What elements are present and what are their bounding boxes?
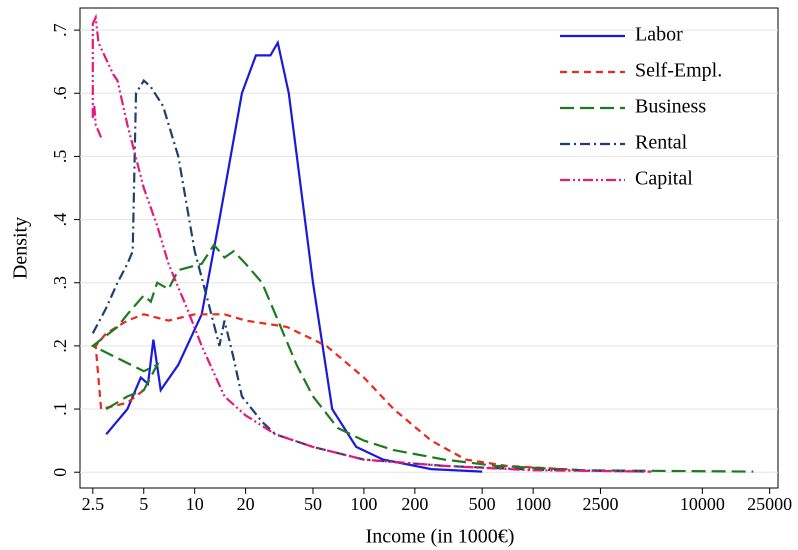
y-tick-label: 0 <box>50 468 70 477</box>
plot-area <box>79 7 779 489</box>
legend-label: Capital <box>635 168 693 190</box>
x-tick-label: 200 <box>401 494 428 514</box>
y-tick-label: .1 <box>50 402 70 416</box>
x-axis-label: Income (in 1000€) <box>366 526 515 548</box>
y-tick-label: .5 <box>50 150 70 164</box>
y-tick-label: .2 <box>50 339 70 353</box>
x-tick-label: 2500 <box>582 494 618 514</box>
x-tick-label: 20 <box>237 494 255 514</box>
x-tick-label: 1000 <box>515 494 551 514</box>
x-tick-label: 500 <box>469 494 496 514</box>
x-tick-label: 50 <box>304 494 322 514</box>
x-tick-label: 100 <box>350 494 377 514</box>
legend-label: Self-Empl. <box>635 60 722 82</box>
x-tick-label: 5 <box>139 494 148 514</box>
x-tick-label: 25000 <box>747 494 792 514</box>
y-tick-label: .3 <box>50 276 70 290</box>
data-line <box>91 13 652 473</box>
x-tick-label: 10000 <box>680 494 725 514</box>
data-line <box>94 313 585 472</box>
data-line <box>90 242 754 473</box>
y-tick-label: .4 <box>50 213 70 227</box>
legend-label: Business <box>635 96 706 118</box>
y-tick-label: .7 <box>50 23 70 37</box>
x-tick-label: 2.5 <box>82 494 105 514</box>
legend-label: Labor <box>635 24 683 46</box>
y-axis-label: Density <box>10 217 32 279</box>
legend-label: Rental <box>635 132 688 154</box>
x-tick-label: 10 <box>186 494 204 514</box>
data-line <box>105 39 483 473</box>
y-tick-label: .6 <box>50 87 70 101</box>
